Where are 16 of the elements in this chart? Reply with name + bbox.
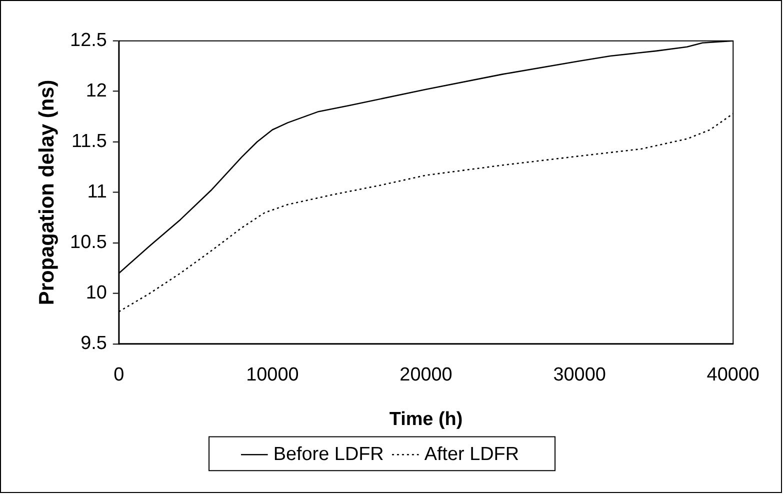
- x-tick-label: 40000: [706, 364, 760, 386]
- x-tick-label: 20000: [400, 364, 452, 386]
- y-tick-label: 11: [87, 182, 107, 203]
- y-axis-title: Propagation delay (ns): [35, 80, 58, 306]
- x-tick-label: 0: [114, 364, 124, 386]
- y-tick-label: 10.5: [70, 232, 107, 254]
- x-axis-title: Time (h): [389, 409, 463, 430]
- x-tick-label: 30000: [553, 364, 606, 386]
- x-tick-label: 10000: [246, 364, 299, 386]
- y-tick-label: 12: [86, 80, 107, 102]
- y-tick-label: 10: [86, 282, 107, 304]
- y-tick-label: 12.5: [70, 30, 107, 52]
- legend-label: After LDFR: [424, 444, 520, 465]
- y-tick-label: 9.5: [80, 333, 107, 354]
- y-tick-label: 11.5: [71, 131, 107, 152]
- legend-label: Before LDFR: [273, 444, 384, 465]
